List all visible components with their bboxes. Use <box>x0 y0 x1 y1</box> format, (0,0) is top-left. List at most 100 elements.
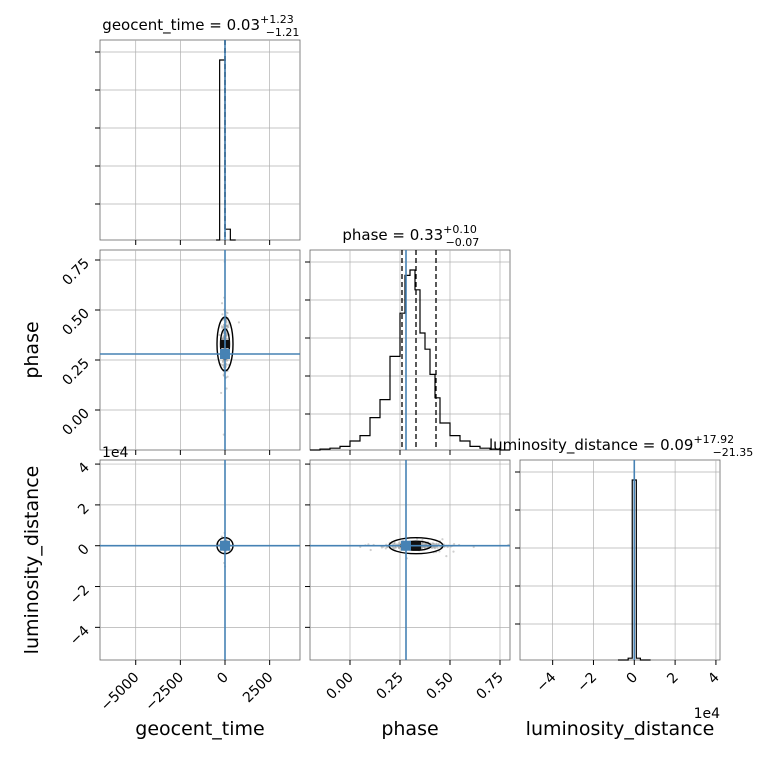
sample-point <box>226 311 229 315</box>
hist-panel-luminosity_distance-frame <box>519 459 721 661</box>
sample-point <box>227 363 230 367</box>
x-tick-label: −2 <box>574 670 600 696</box>
title-eq: = <box>638 436 660 454</box>
scatter-panel-geocent_time-phase: 0.00 0.25 0.50 0.75 <box>59 249 301 455</box>
x-tick-label: 0 <box>623 670 641 688</box>
title-minus: −1.21 <box>266 26 300 39</box>
sample-point <box>218 333 221 337</box>
y-tick-label: 0.75 <box>59 256 92 289</box>
truth-marker <box>401 540 411 551</box>
x-tick-label: 0.75 <box>473 670 506 703</box>
sample-point <box>225 359 228 362</box>
sample-point <box>220 391 223 395</box>
hist-title-phase: phase = 0.33+0.10−0.07 <box>342 223 479 249</box>
x-tick-label: 0.00 <box>323 670 356 703</box>
title-plus: +17.92 <box>693 433 734 446</box>
hist-title-geocent_time: geocent_time = 0.03+1.23−1.21 <box>102 13 299 39</box>
x-tick-label: 2 <box>664 670 682 688</box>
scatter-panel-geocent_time-luminosity_distance: −5000 −2500 0 2500 −4 −2 0 2 4 <box>67 459 301 715</box>
sample-point <box>367 543 370 546</box>
truth-marker <box>220 349 230 359</box>
sample-point <box>393 542 396 545</box>
title-eq: = <box>204 16 226 34</box>
truth-marker <box>220 540 230 551</box>
sample-point <box>222 409 225 412</box>
title-plus: +0.10 <box>443 223 477 236</box>
title-median: 0.33 <box>410 226 443 244</box>
x-tick-label: 4 <box>705 669 723 687</box>
title-name: geocent_time <box>102 16 204 35</box>
sample-point <box>220 302 224 305</box>
title-minus: −21.35 <box>713 446 754 459</box>
sample-point <box>221 359 225 363</box>
scatter-layer <box>310 460 510 660</box>
title-eq: = <box>388 226 410 244</box>
scatter-panel-phase-luminosity_distance: 0.00 0.25 0.50 0.75 <box>305 459 511 703</box>
sample-point <box>221 313 224 316</box>
sample-point <box>424 542 427 546</box>
y-tick-label: 0.25 <box>59 356 92 389</box>
sample-point <box>433 542 436 546</box>
y-tick-label: −4 <box>67 623 93 649</box>
sample-point <box>436 546 439 549</box>
offset-text-y: 1e4 <box>102 445 129 461</box>
scatter-panel-phase-luminosity_distance-frame <box>309 459 511 661</box>
sample-point <box>369 548 372 552</box>
title-text: geocent_time = 0.03+1.23 <box>102 13 293 35</box>
histogram-phase <box>310 269 510 451</box>
sample-point <box>226 337 229 340</box>
sample-point <box>237 321 241 324</box>
title-name: luminosity_distance <box>489 436 638 455</box>
sample-point <box>431 546 434 549</box>
y-tick-label: 0.50 <box>59 306 92 339</box>
sample-point <box>435 542 438 545</box>
x-tick-label: 2500 <box>240 670 277 707</box>
sample-point <box>225 334 228 337</box>
sample-point <box>225 320 228 323</box>
sample-point <box>226 326 229 329</box>
title-text: luminosity_distance = 0.09+17.92 <box>489 433 734 455</box>
scatter-panel-geocent_time-phase-frame <box>99 249 301 451</box>
x-axis-label-luminosity_distance: luminosity_distance <box>526 718 715 740</box>
sample-point <box>438 550 441 553</box>
scatter-layer <box>100 250 300 450</box>
sample-point <box>226 375 229 378</box>
x-tick-label: 0.25 <box>373 670 406 703</box>
sample-point <box>441 538 444 541</box>
sample-point <box>391 546 394 549</box>
x-tick-label: −5000 <box>98 670 143 715</box>
y-axis-label-phase: phase <box>21 321 43 378</box>
offset-text-x: 1e4 <box>694 706 721 722</box>
sample-point <box>384 547 387 550</box>
sample-point <box>437 542 440 545</box>
sample-point <box>434 546 437 550</box>
scatter-panel-geocent_time-luminosity_distance-frame <box>99 459 301 661</box>
hist-panel-geocent_time-frame <box>99 39 301 241</box>
hist-panel-phase-frame <box>309 249 511 451</box>
sample-point <box>397 541 401 544</box>
title-minus: −0.07 <box>446 236 480 249</box>
title-text: phase = 0.33+0.10 <box>342 223 477 244</box>
hist-panel-luminosity_distance: −4 −2 0 2 4 luminosity_distance = 0.09+17.92−… <box>489 433 753 695</box>
title-median: 0.09 <box>660 436 693 454</box>
sample-point <box>220 535 223 538</box>
title-name: phase <box>342 226 387 244</box>
x-tick-label: −2500 <box>142 670 187 715</box>
x-tick-label: 0.50 <box>423 670 456 703</box>
sample-point <box>394 546 398 549</box>
y-tick-label: 4 <box>75 460 93 478</box>
sample-point <box>445 555 448 558</box>
hist-title-luminosity_distance: luminosity_distance = 0.09+17.92−21.35 <box>489 433 753 459</box>
sample-point <box>380 546 384 549</box>
title-median: 0.03 <box>227 16 260 34</box>
sample-point <box>421 538 424 542</box>
y-axis-label-luminosity_distance: luminosity_distance <box>21 466 43 655</box>
x-axis-label-geocent_time: geocent_time <box>135 718 264 740</box>
sample-point <box>221 338 224 341</box>
y-tick-label: 2 <box>75 500 93 518</box>
scatter-layer <box>100 460 300 660</box>
x-axis-label-phase: phase <box>381 718 438 740</box>
y-tick-label: 0.00 <box>59 406 92 439</box>
sample-point <box>222 326 225 329</box>
